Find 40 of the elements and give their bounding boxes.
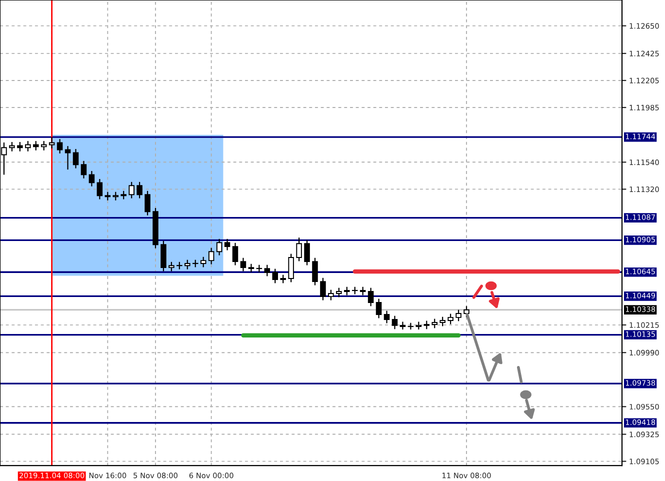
candlestick: [184, 259, 190, 270]
candlestick: [128, 181, 134, 199]
candlestick: [232, 242, 238, 266]
candlestick: [392, 315, 398, 330]
candlestick: [368, 287, 374, 307]
candlestick: [296, 237, 302, 262]
candlestick: [440, 316, 446, 327]
candlestick: [72, 148, 79, 169]
candlestick: [17, 141, 23, 152]
candlestick: [9, 141, 15, 152]
candlestick: [208, 247, 214, 265]
candlestick: [33, 140, 39, 151]
candlestick: [400, 321, 406, 330]
candlestick: [56, 138, 63, 154]
candlestick: [456, 309, 462, 322]
candlestick: [136, 181, 142, 199]
candlestick: [320, 277, 326, 301]
candlestick: [96, 178, 103, 200]
candlestick: [264, 264, 270, 277]
candlestick: [40, 140, 47, 151]
candlestick: [448, 313, 454, 325]
candlestick: [216, 238, 222, 256]
candlestick: [160, 240, 166, 272]
candlestick: [240, 257, 246, 272]
candlestick: [288, 253, 294, 283]
candlestick: [376, 298, 382, 319]
candlestick: [336, 287, 342, 298]
candlestick: [168, 261, 174, 272]
candlestick: [224, 238, 230, 251]
candlestick: [200, 256, 206, 268]
candlestick: [25, 140, 31, 152]
candlestick: [272, 268, 278, 284]
candlestick: [80, 160, 87, 179]
candlestick: [88, 170, 95, 187]
candlestick: [304, 239, 310, 266]
candlestick: [312, 257, 318, 286]
candlestick: [328, 289, 334, 301]
candlestick: [384, 310, 390, 324]
candlestick: [144, 190, 150, 216]
candlestick: [432, 318, 438, 329]
